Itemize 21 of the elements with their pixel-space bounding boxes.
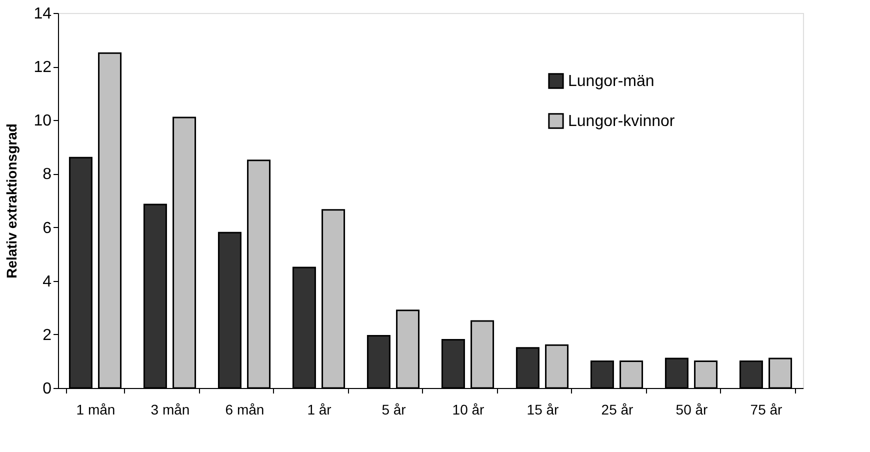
x-tick-label: 3 mån	[150, 402, 190, 418]
y-tick-label: 10	[34, 112, 52, 130]
y-tick-label: 14	[34, 6, 52, 22]
y-tick-label: 2	[42, 326, 52, 344]
x-tick-label: 15 år	[526, 402, 560, 418]
x-tick-label: 25 år	[601, 402, 634, 418]
x-tick-label: 5 år	[382, 402, 406, 418]
x-tick-label: 1 mån	[76, 402, 116, 418]
x-tick-label: 10 år	[452, 402, 485, 418]
y-tick-label: 6	[42, 220, 52, 237]
legend-label: Lungor-män	[568, 73, 654, 90]
y-tick-label: 4	[42, 273, 52, 290]
y-tick-label: 12	[34, 59, 52, 76]
y-axis-title: Relativ extraktionsgrad	[4, 124, 20, 278]
x-tick-label: 50 år	[676, 402, 708, 418]
x-tick-label: 75 år	[750, 402, 783, 418]
y-tick-label: 8	[42, 166, 52, 184]
y-tick-label: 0	[42, 380, 52, 398]
x-tick-label: 1 år	[307, 402, 332, 418]
legend-label: Lungor-kvinnor	[568, 113, 676, 130]
x-tick-label: 6 mån	[225, 402, 264, 418]
